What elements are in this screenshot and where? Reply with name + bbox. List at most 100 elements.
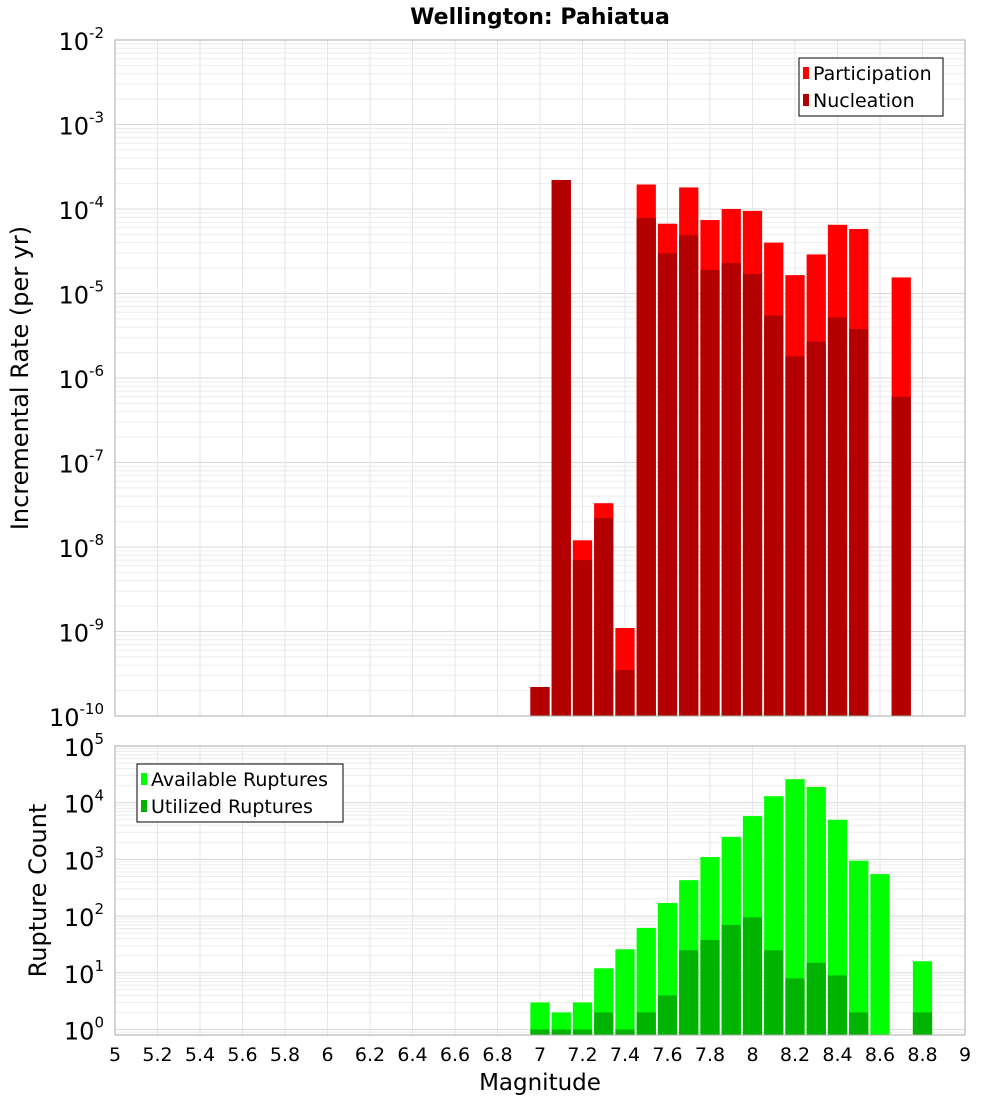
count-legend-box [136,763,344,823]
rate-ytick-label: 10-2 [58,24,104,56]
rate-legend: Participation Nucleation [798,57,944,117]
rate-bar [551,180,571,716]
count-xtick-label: 7.4 [610,1044,640,1066]
rate-ytick-label: 10-9 [58,616,104,648]
rate-bar [530,687,550,716]
count-bar [615,949,635,1035]
count-xtick-label: 6.2 [355,1044,385,1066]
count-xtick-label: 6.8 [482,1044,512,1066]
count-xtick-label: 5.8 [270,1044,300,1066]
count-ytick-label: 104 [64,787,104,819]
count-bar [849,860,869,1035]
count-y-axis-label: Rupture Count [24,804,52,978]
rate-bar [700,269,720,716]
count-series-1 [530,917,933,1035]
rate-ytick-label: 10-8 [58,531,104,563]
count-bar [636,1012,656,1035]
count-xtick-label: 5.2 [142,1044,172,1066]
count-bar [615,1029,635,1035]
rate-bar [827,317,848,716]
count-bar [551,1029,571,1035]
count-bar [551,1012,571,1035]
rate-bar [849,329,869,716]
count-xtick-label: 5.4 [185,1044,215,1066]
count-legend-swatch [141,800,147,812]
rate-ytick-label: 10-3 [58,109,104,141]
count-xtick-label: 8.4 [822,1044,852,1066]
count-bar [785,779,805,1035]
count-bar [657,995,678,1035]
count-xtick-label: 5 [109,1044,121,1066]
rate-ytick-label: 10-4 [58,193,104,225]
count-bar [806,962,826,1035]
count-xtick-label: 7.8 [695,1044,725,1066]
bottom-panel: 100 101 102 103 104 105 Rupture Count 5 5.2 5.4 5.… [24,730,971,1096]
rate-bar [572,560,593,716]
rate-bar [742,274,763,716]
count-xtick-label: 9 [959,1044,971,1066]
rate-series-1 [530,180,911,716]
count-bar [870,874,890,1035]
count-xtick-label: 8.8 [907,1044,937,1066]
count-frame [114,745,966,1036]
top-panel: 10-10 10-9 10-8 10-7 10-6 10-5 10-4 10-3 10-2 Inc… [6,5,966,732]
count-ytick-label: 100 [64,1014,104,1046]
rate-bar [785,356,805,716]
count-bar [827,975,848,1035]
rate-legend-swatch [803,94,809,106]
count-bar [912,1012,933,1035]
count-bar [785,978,805,1035]
count-legend-label: Utilized Ruptures [151,796,313,818]
count-xtick-label: 8.6 [865,1044,895,1066]
count-xtick-label: 7.2 [567,1044,597,1066]
rate-frame [114,39,966,717]
count-bar [679,950,699,1035]
count-xtick-label: 6.4 [397,1044,427,1066]
count-bar [530,1029,550,1035]
rate-ytick-label: 10-6 [58,362,104,394]
count-bar [572,1002,593,1035]
rate-bar [891,396,911,716]
chart-title: Wellington: Pahiatua [410,5,670,30]
rate-bar [721,262,741,716]
rate-bar [636,218,656,716]
rate-legend-swatch [803,67,809,79]
count-xtick-label: 5.6 [227,1044,257,1066]
count-bar [594,1012,614,1035]
count-bar [721,924,741,1035]
count-bar [742,917,763,1035]
count-bar [530,1002,550,1035]
count-legend-label: Available Ruptures [151,769,328,791]
count-bar [700,939,720,1035]
rate-bar [806,341,826,716]
rate-bar [764,315,784,716]
rate-bar [594,518,614,716]
rate-ytick-label: 10-7 [58,447,104,479]
count-bar [764,950,784,1035]
count-xtick-label: 6 [321,1044,333,1066]
count-ytick-label: 101 [64,957,104,989]
count-ytick-label: 103 [64,843,104,875]
count-ytick-label: 105 [64,730,104,762]
count-bar [636,927,656,1035]
rate-bar [679,235,699,716]
count-bar [572,1029,593,1035]
count-xtick-label: 8 [746,1044,758,1066]
rate-legend-box [798,57,944,117]
rate-legend-label: Nucleation [813,90,915,112]
count-ytick-label: 102 [64,900,104,932]
count-xtick-label: 8.2 [780,1044,810,1066]
count-xtick-label: 6.6 [440,1044,470,1066]
count-legend-swatch [141,773,147,785]
count-bar [849,1012,869,1035]
rate-bar [657,253,678,716]
rate-legend-label: Participation [813,63,932,85]
count-xtick-label: 7 [534,1044,546,1066]
count-legend: Available Ruptures Utilized Ruptures [136,763,344,823]
x-axis-label: Magnitude [479,1070,601,1096]
rate-ytick-label: 10-5 [58,278,104,310]
count-xtick-label: 7.6 [652,1044,682,1066]
rate-bar [615,670,635,716]
rate-y-axis-label: Incremental Rate (per yr) [6,226,34,530]
